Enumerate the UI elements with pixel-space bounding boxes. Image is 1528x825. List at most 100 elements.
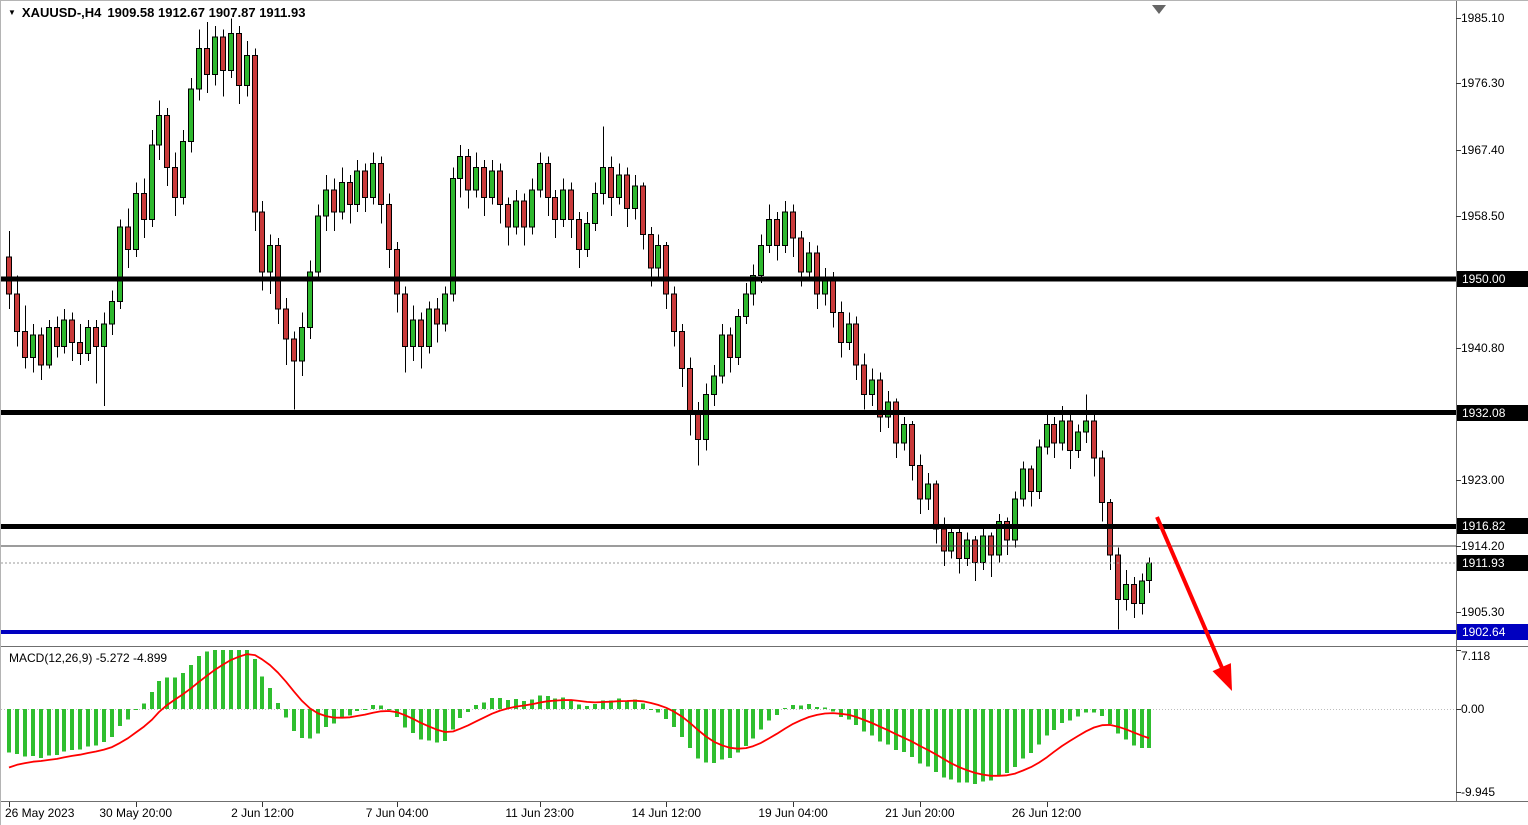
candle-down [798, 237, 804, 273]
candle-up [354, 170, 360, 206]
candle-down [1028, 468, 1034, 493]
macd-bar [609, 700, 613, 709]
candles [6, 18, 1152, 630]
candle-down [141, 193, 147, 221]
candle-up [901, 423, 907, 444]
macd-bar [1029, 709, 1033, 754]
candle-up [560, 189, 566, 221]
candle-down [6, 256, 12, 295]
time-axis[interactable]: 26 May 2023 30 May 20:00 2 Jun 12:00 7 Jun … [1, 802, 1528, 825]
macd-bar [981, 709, 985, 782]
candle-down [1067, 420, 1073, 452]
candle-down [418, 319, 424, 347]
macd-bar [498, 697, 502, 709]
macd-bar [688, 709, 692, 748]
macd-histogram [7, 650, 1151, 784]
price-axis-label: 1923.00 [1461, 473, 1505, 488]
candle-up [980, 535, 986, 563]
macd-bar [411, 709, 415, 733]
candle-up [655, 245, 661, 269]
macd-bar [1013, 709, 1017, 767]
macd-bar [957, 709, 961, 783]
macd-bar [221, 650, 225, 709]
candle-up [1044, 423, 1050, 448]
macd-bar [553, 698, 557, 709]
macd-bar [815, 706, 819, 709]
candle-up [1020, 468, 1026, 500]
macd-bar [39, 709, 43, 758]
macd-bar [728, 709, 732, 758]
candle-down [774, 219, 780, 247]
candle-up [457, 155, 463, 180]
candle-down [893, 401, 899, 444]
macd-bar [973, 709, 977, 784]
candle-up [719, 334, 725, 377]
macd-bar [31, 709, 35, 757]
macd-bar [292, 709, 296, 732]
candle-up [196, 47, 202, 90]
price-badge-1911.93: 1911.93 [1457, 554, 1528, 571]
candle-up [869, 379, 875, 396]
price-badge-1932.08: 1932.08 [1457, 404, 1528, 421]
candle-up [370, 163, 376, 198]
macd-bar [348, 709, 352, 716]
macd-signal-line [8, 653, 1150, 777]
macd-bar [1037, 709, 1041, 745]
macd-bar [1052, 709, 1056, 730]
trend-arrow-shaft[interactable] [1155, 516, 1226, 672]
ohlc-values: 1909.58 1912.67 1907.87 1911.93 [107, 5, 306, 20]
macd-bar [886, 709, 890, 745]
macd-bar [759, 709, 763, 730]
macd-bar [47, 709, 51, 756]
macd-bar [910, 709, 914, 758]
candle-up [410, 319, 416, 347]
macd-bar [419, 709, 423, 740]
candle-up [307, 271, 313, 329]
macd-bar [268, 688, 272, 709]
candle-up [489, 170, 495, 198]
candle-up [1083, 420, 1089, 433]
candle-up [806, 252, 812, 273]
candle-down [568, 189, 574, 221]
macd-bar [664, 709, 668, 719]
candle-up [1059, 420, 1065, 444]
candle-down [909, 423, 915, 466]
chart-shift-marker-icon[interactable] [1152, 5, 1166, 14]
candle-down [1115, 554, 1121, 601]
macd-bar [165, 677, 169, 709]
trend-arrow-head[interactable] [1212, 663, 1232, 691]
macd-bar [1005, 709, 1009, 774]
macd-bar [78, 709, 82, 750]
candle-up [109, 301, 115, 325]
price-axis-label: 1958.50 [1461, 208, 1505, 223]
price-badge-1902.64: 1902.64 [1457, 624, 1528, 641]
price-axis[interactable]: 1985.10 1976.30 1967.40 1958.50 1940.80 1923.… [1457, 1, 1528, 801]
macd-bar [173, 677, 177, 709]
candle-down [624, 174, 630, 209]
macd-bar [641, 703, 645, 709]
macd-bar [458, 709, 462, 719]
macd-bar [894, 709, 898, 750]
macd-bar [546, 695, 550, 709]
macd-bar [902, 709, 906, 753]
candle-up [46, 327, 52, 366]
chart-title: ▼ XAUUSD-,H4 1909.58 1912.67 1907.87 191… [8, 5, 305, 20]
candle-down [576, 219, 582, 250]
candle-down [608, 166, 614, 198]
candle-down [497, 170, 503, 206]
candle-up [766, 219, 772, 247]
macd-bar [110, 709, 114, 738]
macd-bar [189, 665, 193, 709]
time-axis-label: 7 Jun 04:00 [365, 806, 429, 820]
candle-up [513, 200, 519, 228]
dropdown-arrow-icon[interactable]: ▼ [8, 7, 16, 17]
candle-up [339, 181, 345, 213]
macd-bar [506, 699, 510, 709]
candle-down [331, 189, 337, 213]
macd-bar [751, 709, 755, 739]
candle-up [149, 144, 155, 221]
candle-up [85, 327, 91, 355]
candle-down [347, 181, 353, 206]
time-axis-label: 26 May 2023 [5, 806, 75, 820]
